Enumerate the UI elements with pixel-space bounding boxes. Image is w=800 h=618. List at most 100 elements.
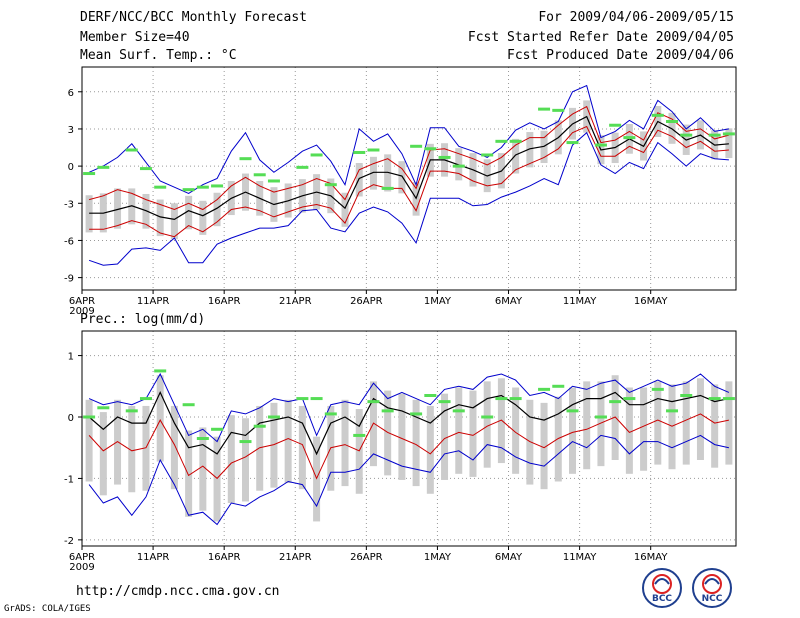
- panel2-ensemble-box: [625, 387, 633, 474]
- bcc-logo: BCC: [642, 568, 682, 608]
- panel2-ensemble-box: [298, 405, 306, 490]
- panel1-x-tick-label: 26APR: [350, 296, 383, 307]
- panel2-ensemble-box: [711, 384, 719, 468]
- panel1-ensemble-box: [213, 192, 221, 227]
- panel2-ensemble-box: [640, 387, 648, 471]
- ncc-logo: NCC: [692, 568, 732, 608]
- panel2-ensemble-box: [284, 399, 292, 484]
- panel2-x-tick-label: 16MAY: [634, 552, 668, 563]
- panel2-mean-line: [88, 390, 730, 456]
- chart-title: DERF/NCC/BCC Monthly Forecast: [80, 10, 307, 25]
- panel1-upper-spread-line: [88, 105, 730, 211]
- precip-panel-title: Prec.: log(mm/d): [80, 312, 206, 327]
- panel2-ensemble-box: [526, 399, 534, 485]
- ncc-logo-emblem: [702, 574, 722, 594]
- panel2-x-tick-label: 1MAY: [424, 552, 452, 563]
- panel1-y-tick-label: -6: [64, 236, 74, 247]
- ncc-logo-arc: [704, 578, 720, 585]
- panel2-ensemble-box: [199, 427, 207, 511]
- bcc-logo-emblem: [652, 574, 672, 594]
- panel2-x-tick-label: 26APR: [350, 552, 383, 563]
- panel2-x-tick-label: 6MAY: [495, 552, 523, 563]
- panel1-ensemble-box: [384, 154, 392, 192]
- panel2-x-tick-label: 16APR: [208, 552, 241, 563]
- panel2-ensemble-box: [725, 381, 733, 465]
- panel1-y-tick-label: -3: [64, 199, 74, 210]
- panel1-x-tick-label: 6APR: [69, 296, 95, 307]
- panel1-ensemble-box: [114, 188, 122, 229]
- panel1-ensemble-box: [369, 156, 377, 190]
- panel2-min-line: [88, 434, 730, 526]
- panel2-x-tick-label: 11MAY: [563, 552, 597, 563]
- panel2-y-tick-label: -1: [64, 474, 74, 485]
- panel2-ensemble-box: [256, 405, 264, 491]
- panel2-x-year-label: 2009: [69, 562, 94, 573]
- panel2-ensemble-box: [569, 387, 576, 474]
- panel2-ensemble-box: [682, 381, 690, 465]
- start-date-label: Fcst Started Refer Date 2009/04/05: [467, 30, 734, 45]
- panel2-ensemble-box: [483, 381, 491, 468]
- forecast-period: For 2009/04/06-2009/05/15: [538, 10, 734, 25]
- panel2-frame: [81, 330, 737, 547]
- panel2-ensemble-box: [156, 375, 164, 462]
- member-size-label: Member Size=40: [80, 30, 190, 45]
- panel1-ensemble-box: [398, 161, 406, 194]
- panel2-ensemble-box: [654, 381, 662, 465]
- panel2-ensemble-box: [441, 393, 449, 480]
- footer-credit: GrADS: COLA/IGES: [4, 604, 91, 614]
- panel2-ensemble-box: [412, 399, 420, 487]
- panel2-ensemble-box: [341, 399, 349, 487]
- panel2-ensemble-box: [242, 418, 249, 502]
- panel1-x-tick-label: 16APR: [208, 296, 241, 307]
- panel2-x-tick-label: 6APR: [69, 552, 95, 563]
- panel2-ensemble-box: [512, 387, 520, 474]
- variable-label: Mean Surf. Temp.: °C: [80, 48, 237, 63]
- bcc-logo-text: BCC: [652, 594, 672, 604]
- panel1-y-tick-label: -9: [64, 274, 74, 285]
- panel2-ensemble-box: [142, 405, 150, 491]
- panel2-y-tick-label: 1: [68, 352, 74, 363]
- panel1-ensemble-box: [341, 192, 349, 227]
- panel1-plot: 6 3 0 -3 -6 -9 6APR 11APR 16APR 21APR 26APR 1MAY 6MA…: [64, 66, 737, 317]
- panel2-ensemble-box: [668, 384, 676, 470]
- panel2-ensemble-box: [583, 381, 591, 470]
- panel2-ensemble-box: [99, 412, 107, 496]
- panel2-y-tick-label: -2: [64, 536, 74, 547]
- panel1-min-line: [88, 131, 729, 266]
- produced-date-label: Fcst Produced Date 2009/04/06: [507, 48, 734, 63]
- panel1-y-tick-label: 3: [68, 125, 74, 136]
- panel1-lower-spread-line: [89, 125, 729, 238]
- panel2-ensemble-box: [597, 381, 605, 467]
- panel2-ensemble-box: [469, 390, 477, 477]
- panel1-x-tick-label: 16MAY: [634, 296, 668, 307]
- panel2-ensemble-box: [540, 402, 548, 490]
- ncc-logo-text: NCC: [702, 594, 723, 604]
- panel1-ensemble-box: [725, 128, 733, 159]
- ncc-logo-ring: [692, 568, 732, 608]
- panel2-max-line: [88, 372, 730, 443]
- panel1-ensemble-box: [512, 138, 520, 174]
- panel1-ensemble-box: [199, 200, 207, 235]
- panel1-ensemble-box: [185, 195, 193, 230]
- panel2-x-tick-label: 21APR: [279, 552, 312, 563]
- panel2-ensemble-box: [398, 393, 406, 480]
- panel2-ensemble-box: [227, 415, 235, 503]
- panel1-x-tick-label: 6MAY: [495, 296, 523, 307]
- panel1-y-tick-label: 0: [68, 162, 74, 173]
- panel2-plot: 1 0 -1 -2 6APR 11APR 16APR 21APR 26APR 1MAY 6MAY 11…: [64, 330, 737, 573]
- panel2-x-tick-label: 11APR: [137, 552, 170, 563]
- panel2-y-tick-label: 0: [68, 413, 74, 424]
- panel2-ensemble-box: [170, 405, 178, 490]
- panel2-ensemble-box: [213, 436, 221, 522]
- panel1-ensemble-box: [170, 203, 178, 240]
- panel2-lower-spread-line: [88, 413, 730, 480]
- panel2-ensemble-box: [85, 399, 93, 482]
- footer-url[interactable]: http://cmdp.ncc.cma.gov.cn: [76, 584, 280, 599]
- panel2-ensemble-box: [384, 390, 392, 476]
- panel1-x-tick-label: 1MAY: [424, 296, 452, 307]
- panel1-ensemble-box: [526, 132, 534, 168]
- panel1-x-year-label: 2009: [69, 306, 94, 317]
- panel2-ensemble-box: [696, 378, 704, 460]
- panel2-ensemble-box: [426, 405, 434, 494]
